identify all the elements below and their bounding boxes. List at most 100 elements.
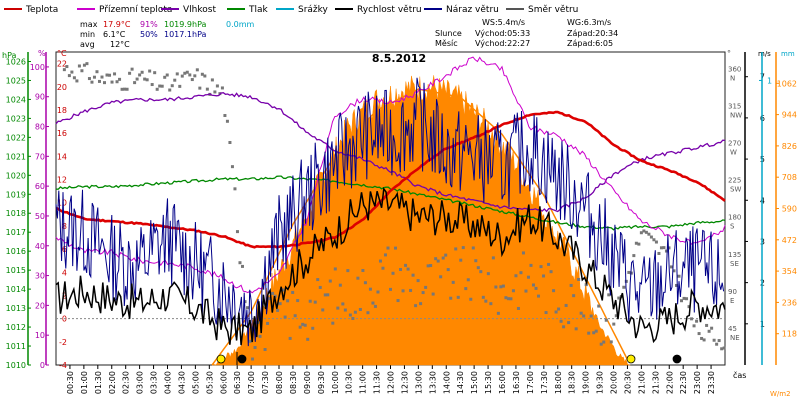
wind-direction-point [695,319,699,323]
wind-direction-point [363,281,367,285]
legend-label-humidity: Vlhkost [183,5,216,15]
x-tick-label: 05:30 [205,371,214,394]
x-tick-label: 22:30 [679,371,688,394]
wind-direction-point [471,246,475,250]
x-tick-label: 06:00 [219,371,228,394]
wind-direction-point [712,338,716,342]
deg-direction-label: W [730,149,737,157]
pct-tick-label: 70 [35,152,45,161]
deg-tick-label: 135 [728,251,741,259]
wind-direction-point [130,67,134,71]
wind-direction-point [386,246,390,250]
stat-min-label: min [80,30,95,39]
x-tick-label: 23:00 [693,371,702,394]
wind-direction-point [602,340,606,344]
sun-label: Slunce [435,29,462,38]
x-tick-label: 10:00 [331,371,340,394]
wind-direction-point [692,324,696,328]
wind-direction-point [414,304,418,308]
stat-min-pressure: 1017.1hPa [164,30,207,39]
deg-direction-label: N [730,74,735,82]
wind-direction-point [321,308,325,312]
wind-direction-point [632,254,636,258]
wind-direction-point [394,246,398,250]
wind-direction-point [62,68,66,72]
wind-direction-point [680,299,684,303]
wind-direction-point [672,269,676,273]
x-tick-label: 17:30 [540,371,549,394]
wind-direction-point [426,264,430,268]
x-tick-label: 06:30 [233,371,242,394]
wind-direction-point [341,302,345,306]
hpa-tick-label: 1013 [6,304,26,313]
wind-direction-point [697,332,701,336]
wind-speed-line [55,186,726,346]
wind-direction-point [516,306,520,310]
wind-direction-point [376,290,380,294]
x-tick-label: 01:30 [94,371,103,394]
hpa-tick-label: 1024 [6,95,26,104]
x-tick-label: 15:00 [470,371,479,394]
wind-direction-point [318,285,322,289]
wind-direction-point [348,313,352,317]
pct-tick-label: 80 [35,123,45,132]
ground-temperature-line [55,56,726,294]
wind-direction-point [193,74,197,78]
temp-tick-label: 16 [57,129,67,138]
x-tick-label: 07:00 [247,371,256,394]
wind-direction-point [411,273,415,277]
wind-direction-point [700,336,704,340]
wind-direction-point [185,70,189,74]
moon-marker-right [672,354,682,364]
wind-direction-point [664,249,668,253]
wind-direction-point [378,259,382,263]
wind-direction-point [717,339,721,343]
wind-direction-point [303,323,307,327]
wind-direction-point [366,311,370,315]
wind-direction-point [150,83,154,87]
wind-direction-point [669,265,673,269]
wind-direction-point [667,246,671,250]
x-tick-label: 20:30 [623,371,632,394]
wind-direction-point [92,75,96,79]
wind-direction-point [361,268,365,272]
markers-layer [216,352,682,365]
pct-tick-label: 20 [35,301,45,310]
wind-direction-point [200,72,204,76]
wind-direction-point [449,296,453,300]
stat-avg-temperature: 12°C [110,40,130,49]
temperature-line [55,110,726,249]
x-tick-label: 20:00 [610,371,619,394]
wind-direction-point [519,271,523,275]
wind-direction-point [569,283,573,287]
wind-direction-point [469,297,473,301]
legend-label-rain: Srážky [298,5,329,15]
wind-direction-point [220,86,224,90]
wind-direction-point [416,279,420,283]
wind-direction-point [163,75,167,79]
x-axis-label: čas [733,370,746,380]
hpa-tick-label: 1015 [6,266,26,275]
wind-direction-point [637,242,641,246]
wind-direction-point [554,310,558,314]
wind-direction-point [178,84,182,88]
wind-direction-point [481,295,485,299]
wind-direction-point [235,230,239,234]
legend-label-wind-direction: Směr větru [528,5,578,15]
sunset-marker [626,354,636,364]
wind-direction-point [103,81,107,85]
x-tick-label: 22:00 [665,371,674,394]
wind-direction-point [326,293,330,297]
hpa-tick-label: 1023 [6,114,26,123]
hpa-tick-label: 1021 [6,152,26,161]
wind-direction-point [268,297,272,301]
wind-direction-point [143,77,147,81]
wind-direction-point [526,275,530,279]
wind-direction-point [446,268,450,272]
wind-direction-point [509,297,513,301]
wind-direction-point [659,246,663,250]
wind-direction-point [291,290,295,294]
deg-tick-label: 180 [728,214,741,222]
wind-direction-point [203,74,207,78]
